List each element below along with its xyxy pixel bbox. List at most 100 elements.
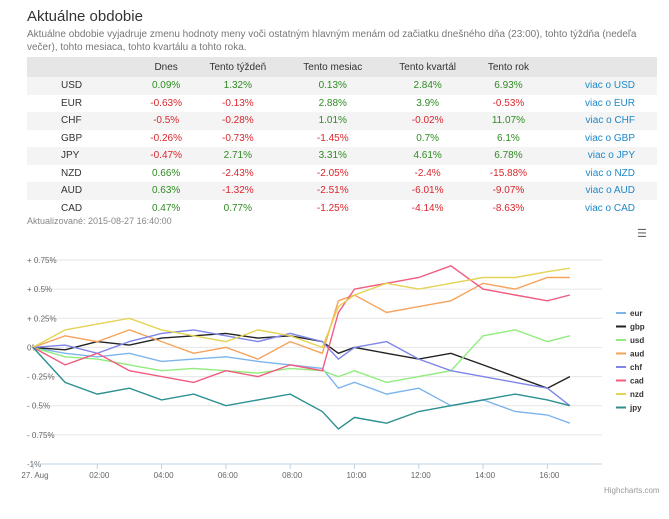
currency-code: JPY: [27, 147, 141, 165]
column-header-today: Dnes: [141, 57, 192, 77]
currency-code: USD: [27, 77, 141, 95]
table-header-row: Dnes Tento týždeň Tento mesiac Tento kva…: [27, 57, 657, 77]
legend-item-usd[interactable]: usd: [630, 336, 644, 345]
x-tick-label: 16:00: [539, 471, 560, 480]
x-tick-label: 02:00: [89, 471, 110, 480]
rate-cell: 0.47%: [151, 202, 181, 214]
currency-detail-link[interactable]: viac o NZD: [585, 167, 635, 179]
y-tick-label: - 0.75%: [27, 431, 55, 440]
rate-cell: -0.13%: [222, 97, 254, 109]
rate-cell: 2.71%: [191, 147, 285, 165]
rate-cell: 6.78%: [474, 147, 543, 165]
column-header-week: Tento týždeň: [191, 57, 285, 77]
x-tick-label: 08:00: [282, 471, 303, 480]
rate-cell: 0.7%: [416, 132, 440, 144]
currency-detail-link[interactable]: viac o AUD: [542, 182, 657, 200]
rate-cell: 1.01%: [284, 112, 382, 130]
rate-cell: -0.73%: [222, 132, 254, 144]
rate-cell: -0.28%: [191, 112, 285, 130]
currency-detail-link[interactable]: viac o USD: [542, 77, 657, 95]
rate-cell: -8.63%: [492, 202, 525, 214]
y-tick-label: + 0.25%: [27, 314, 57, 323]
currency-detail-link[interactable]: viac o CAD: [584, 202, 635, 214]
currency-code: GBP: [61, 132, 83, 144]
currency-detail-link[interactable]: viac o CHF: [542, 112, 657, 130]
currency-detail-link[interactable]: viac o GBP: [584, 132, 635, 144]
rate-cell: -1.32%: [191, 182, 285, 200]
rate-cell: -9.07%: [474, 182, 543, 200]
y-tick-label: + 0.5%: [27, 285, 52, 294]
rate-cell: 0.13%: [284, 77, 382, 95]
currency-code: NZD: [61, 167, 82, 179]
x-tick-label: 14:00: [475, 471, 496, 480]
rate-cell: -2.43%: [222, 167, 254, 179]
rate-cell: -6.01%: [381, 182, 475, 200]
rate-cell: -0.02%: [381, 112, 475, 130]
series-line-aud: [32, 276, 570, 360]
column-header: [27, 57, 141, 77]
legend-item-gbp[interactable]: gbp: [630, 323, 645, 332]
rate-cell: 4.61%: [381, 147, 475, 165]
column-header-year: Tento rok: [474, 57, 543, 77]
rate-cell: -4.14%: [411, 202, 444, 214]
rate-cell: 0.77%: [223, 202, 253, 214]
column-header-month: Tento mesiac: [284, 57, 382, 77]
series-line-gbp: [32, 332, 571, 389]
rate-cell: -0.53%: [492, 97, 525, 109]
x-tick-label: 27. Aug: [21, 471, 48, 480]
rate-cell: -2.51%: [284, 182, 382, 200]
x-tick-label: 10:00: [346, 471, 367, 480]
currency-code: EUR: [61, 97, 83, 109]
currency-code: AUD: [27, 182, 141, 200]
x-tick-label: 12:00: [411, 471, 432, 480]
table-row: CHF -0.5% -0.28% 1.01% -0.02% 11.07% viac o CH…: [27, 112, 657, 130]
rate-cell: 0.09%: [141, 77, 192, 95]
rate-cell: 0.63%: [141, 182, 192, 200]
series-line-eur: [32, 346, 571, 424]
rate-cell: -15.88%: [489, 167, 528, 179]
rate-cell: -0.5%: [141, 112, 192, 130]
series-line-nzd: [32, 267, 571, 349]
column-header: [542, 57, 657, 77]
currency-detail-link[interactable]: viac o EUR: [584, 97, 635, 109]
chart-credit[interactable]: Highcharts.com: [604, 486, 660, 495]
page-subtitle: Aktuálne obdobie vyjadruje zmenu hodnoty…: [27, 29, 637, 53]
rate-cell: 0.66%: [151, 167, 181, 179]
y-tick-label: - 0.5%: [27, 402, 50, 411]
rate-cell: 6.93%: [474, 77, 543, 95]
series-line-chf: [32, 329, 571, 407]
legend-item-eur[interactable]: eur: [630, 309, 642, 318]
legend-item-chf[interactable]: chf: [630, 363, 642, 372]
rate-cell: -0.63%: [150, 97, 182, 109]
page-title: Aktuálne obdobie: [27, 8, 143, 25]
rate-cell: 3.31%: [284, 147, 382, 165]
hamburger-menu-icon[interactable]: ☰: [637, 228, 647, 240]
chart-menu-button[interactable]: ☰: [637, 227, 647, 240]
currency-code: CAD: [61, 202, 83, 214]
currency-line-chart: + 0.75%+ 0.5%+ 0.25%0%- 0.25%- 0.5%- 0.7…: [21, 256, 645, 480]
table-row: GBP -0.26% -0.73% -1.45% 0.7% 6.1% viac o GBP: [27, 130, 657, 148]
table-row: JPY -0.47% 2.71% 3.31% 4.61% 6.78% viac o JPY: [27, 147, 657, 165]
series-line-jpy: [32, 346, 571, 430]
currency-code: CHF: [27, 112, 141, 130]
x-tick-label: 06:00: [218, 471, 239, 480]
last-updated: Aktualizované: 2015-08-27 16:40:00: [27, 216, 172, 226]
table-row: EUR -0.63% -0.13% 2.88% 3.9% -0.53% viac o EUR: [27, 95, 657, 113]
rate-cell: 3.9%: [416, 97, 440, 109]
rate-cell: 1.32%: [191, 77, 285, 95]
legend-item-nzd[interactable]: nzd: [630, 390, 644, 399]
legend-item-cad[interactable]: cad: [630, 377, 644, 386]
rate-cell: 2.84%: [381, 77, 475, 95]
rates-table: Dnes Tento týždeň Tento mesiac Tento kva…: [27, 57, 657, 217]
legend-item-aud[interactable]: aud: [630, 350, 644, 359]
table-row: CAD 0.47% 0.77% -1.25% -4.14% -8.63% viac o CA…: [27, 200, 657, 218]
table-row: NZD 0.66% -2.43% -2.05% -2.4% -15.88% viac o N…: [27, 165, 657, 183]
currency-detail-link[interactable]: viac o JPY: [542, 147, 657, 165]
series-line-cad: [32, 265, 571, 384]
rate-cell: 6.1%: [497, 132, 520, 144]
rate-cell: 2.88%: [318, 97, 347, 109]
rate-cell: 11.07%: [474, 112, 543, 130]
legend-item-jpy[interactable]: jpy: [629, 404, 642, 413]
y-tick-label: + 0.75%: [27, 256, 57, 265]
rate-cell: -1.45%: [316, 132, 349, 144]
